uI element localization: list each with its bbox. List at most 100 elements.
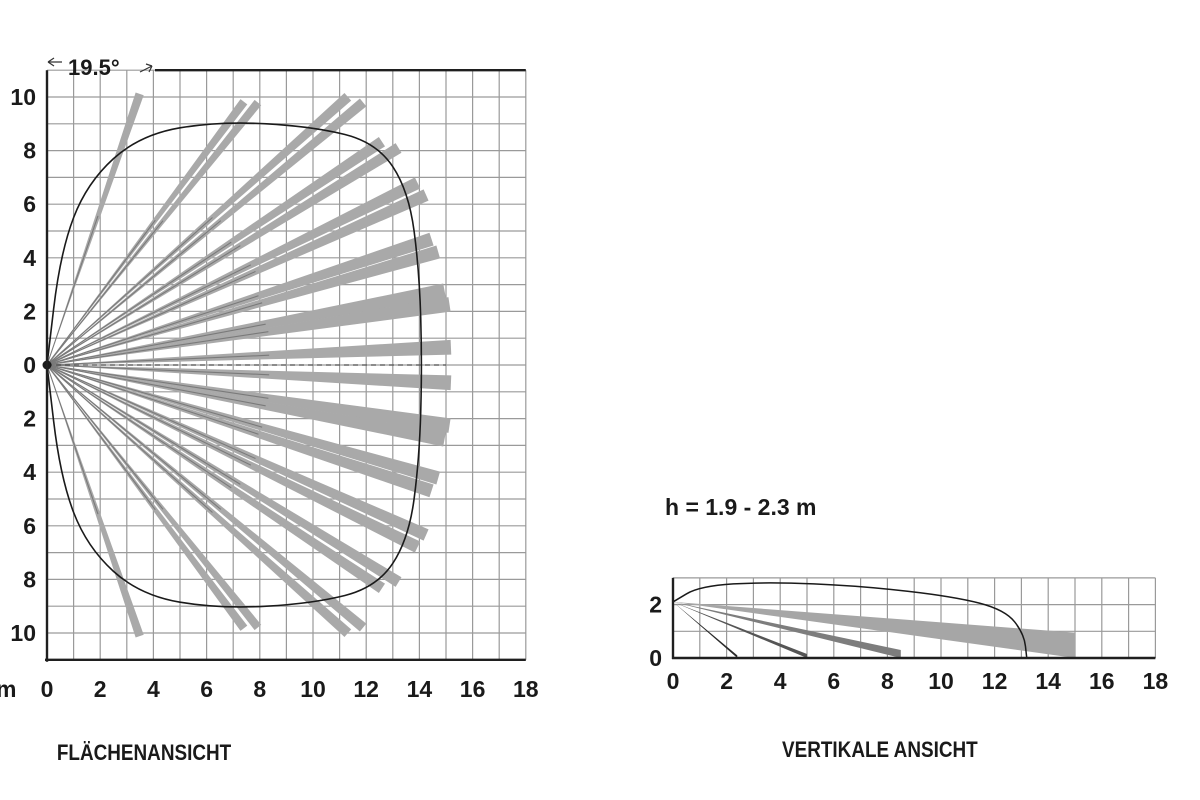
top-beam [47, 365, 434, 498]
top-y-tick-label: 2 [23, 298, 36, 324]
top-y-tick-label: 0 [23, 352, 36, 378]
side-beam [673, 601, 1075, 658]
top-beam [47, 232, 434, 365]
top-beam [47, 365, 402, 587]
top-view-diagram: 10 8 6 4 2 0 2 4 6 8 10 0 2 4 6 8 10 12 14 16 18 m 19.5° FL… [0, 55, 539, 765]
angle-arrow-right [139, 63, 153, 73]
top-beam-core [46, 364, 252, 466]
side-beam [673, 601, 807, 658]
top-beam-core [46, 364, 164, 510]
side-x-tick-label: 12 [982, 668, 1008, 694]
side-x-tick-label: 10 [928, 668, 954, 694]
top-y-tick-label: 10 [10, 620, 36, 646]
side-view-diagram: h = 1.9 - 2.3 m 20 0 2 4 6 8 10 12 14 16 18 VERTI… [649, 494, 1168, 762]
top-beam-core [46, 215, 99, 366]
top-y-tick-label: 10 [10, 84, 36, 110]
side-x-tick-label: 8 [881, 668, 894, 694]
top-x-tick-label: 18 [513, 676, 539, 702]
side-x-tick-label: 16 [1089, 668, 1115, 694]
angle-label: 19.5° [68, 55, 120, 80]
top-beam-core [46, 364, 269, 399]
top-view-frame [45, 68, 526, 662]
top-beam-core [46, 364, 266, 407]
top-beam-core [46, 364, 270, 376]
top-x-tick-label: 6 [200, 676, 213, 702]
side-beam [673, 601, 738, 658]
top-view-y-tick-labels: 10 8 6 4 2 0 2 4 6 8 10 [10, 84, 36, 646]
top-beam [47, 283, 446, 365]
top-beam-core [46, 364, 99, 515]
side-view-coverage-outline [672, 582, 1028, 659]
top-x-tick-label: 8 [253, 676, 266, 702]
side-view-caption: VERTIKALE ANSICHT [782, 738, 978, 763]
top-x-tick-label: 16 [460, 676, 486, 702]
side-view-beams [673, 601, 1075, 658]
top-beam-core [46, 364, 156, 511]
top-beam-core [46, 270, 256, 366]
top-beam-core [46, 241, 232, 366]
side-view-x-tick-labels: 0 2 4 6 8 10 12 14 16 18 [667, 668, 1169, 694]
side-beam [673, 601, 901, 658]
top-beam-core [46, 264, 252, 366]
mounting-height-label: h = 1.9 - 2.3 m [665, 494, 817, 520]
top-beam [47, 365, 441, 485]
side-x-tick-label: 4 [774, 668, 787, 694]
side-x-tick-label: 18 [1143, 668, 1169, 694]
top-beam-core [46, 331, 269, 366]
top-view-beams [46, 92, 452, 638]
top-view-unit-label: m [0, 676, 16, 702]
top-beam [47, 365, 421, 553]
top-beam-core [46, 220, 222, 366]
top-beam-core [46, 364, 256, 460]
angle-arrow-left [47, 57, 62, 67]
angle-annotation: 19.5° [47, 55, 153, 80]
side-x-tick-label: 6 [827, 668, 840, 694]
top-beam [47, 143, 402, 365]
top-y-tick-label: 2 [23, 406, 36, 432]
side-y-tick-label: 0 [649, 645, 662, 671]
top-beam-core [46, 364, 213, 513]
top-y-tick-label: 6 [23, 513, 36, 539]
top-beam-core [46, 323, 266, 366]
top-x-tick-label: 0 [41, 676, 54, 702]
side-view-y-tick-labels: 20 [649, 592, 662, 671]
top-beam [47, 297, 451, 365]
top-y-tick-label: 8 [23, 566, 36, 592]
top-beam-core [46, 354, 270, 366]
top-view-coverage-outline [46, 122, 423, 608]
top-x-tick-label: 10 [300, 676, 326, 702]
top-x-tick-label: 4 [147, 676, 160, 702]
top-beam-core [46, 217, 213, 366]
top-beam [47, 92, 144, 366]
top-beam-core [46, 219, 156, 366]
top-x-tick-label: 14 [407, 676, 433, 702]
top-view-caption: FLÄCHENANSICHT [57, 741, 232, 766]
top-beam [47, 365, 429, 541]
top-beam [47, 189, 429, 365]
top-beam-core [46, 364, 241, 485]
top-beam [47, 365, 144, 638]
top-beam [47, 339, 452, 365]
top-beam-core [46, 302, 263, 366]
top-y-tick-label: 8 [23, 138, 36, 164]
top-beam-core [46, 295, 259, 366]
side-x-tick-label: 0 [667, 668, 680, 694]
top-beam [47, 177, 421, 365]
top-beam-core [46, 245, 241, 366]
side-y-tick-label: 2 [649, 592, 662, 618]
top-beam-core [46, 364, 259, 435]
top-beam [47, 245, 441, 365]
top-beam-core [46, 364, 232, 489]
top-x-tick-label: 12 [353, 676, 379, 702]
top-x-tick-label: 2 [94, 676, 107, 702]
top-view-x-tick-labels: 0 2 4 6 8 10 12 14 16 18 [41, 676, 539, 702]
top-beam [47, 365, 446, 447]
side-x-tick-label: 2 [720, 668, 733, 694]
top-beam-core [46, 364, 263, 428]
top-y-tick-label: 4 [23, 245, 36, 271]
top-y-tick-label: 6 [23, 191, 36, 217]
top-beam-core [46, 364, 222, 510]
top-beam [47, 365, 452, 391]
top-y-tick-label: 4 [23, 459, 36, 485]
